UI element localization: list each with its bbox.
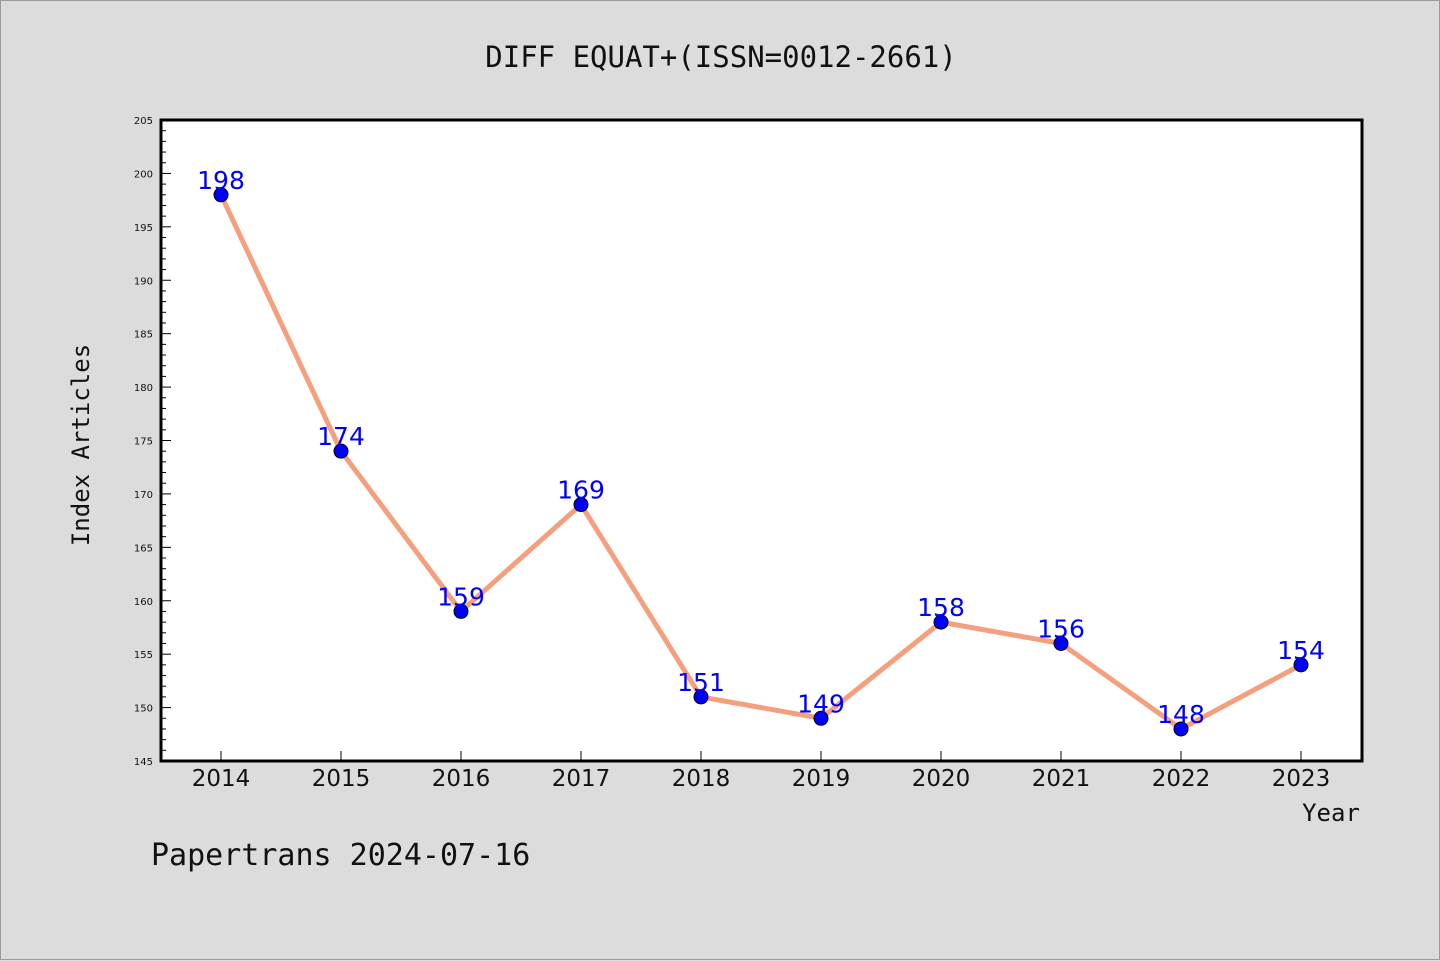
data-label: 174	[317, 422, 365, 451]
data-label: 154	[1277, 636, 1325, 665]
y-axis: 145 150 155 160 165 170 175 180 185 190 195 200 205	[134, 116, 171, 768]
data-point	[453, 603, 469, 619]
chart-title: DIFF EQUAT+(ISSN=0012-2661)	[485, 40, 956, 74]
x-tick-label: 2023	[1272, 766, 1331, 792]
x-tick-label: 2021	[1032, 766, 1091, 792]
y-tick-label: 185	[134, 330, 153, 341]
y-tick-label: 205	[134, 116, 153, 127]
y-tick-label: 195	[134, 223, 153, 234]
x-tick-label: 2016	[432, 766, 491, 792]
x-axis: 2014 2015 2016 2017 2018 2019 2020 2021 2022 2023	[192, 751, 1331, 792]
series-line	[213, 187, 1309, 737]
x-tick-label: 2019	[792, 766, 851, 792]
data-label: 149	[797, 689, 845, 718]
data-label: 151	[677, 668, 725, 697]
data-point	[333, 443, 349, 459]
data-label: 156	[1037, 614, 1085, 643]
data-label: 158	[917, 593, 965, 622]
data-point	[813, 710, 829, 726]
x-tick-label: 2018	[672, 766, 731, 792]
data-point	[1173, 721, 1189, 737]
x-axis-label: Year	[1302, 799, 1360, 827]
data-label: 169	[557, 476, 605, 505]
data-point	[1293, 657, 1309, 673]
data-label: 198	[197, 166, 245, 195]
x-tick-label: 2014	[192, 766, 251, 792]
y-tick-label: 175	[134, 437, 153, 448]
data-point	[693, 689, 709, 705]
data-point	[573, 497, 589, 513]
data-label: 159	[437, 582, 485, 611]
data-point	[213, 187, 229, 203]
x-tick-label: 2020	[912, 766, 971, 792]
x-tick-label: 2017	[552, 766, 611, 792]
y-tick-label: 165	[134, 543, 153, 554]
data-label: 148	[1157, 700, 1205, 729]
plot-area	[159, 118, 1364, 763]
y-tick-label: 180	[134, 383, 153, 394]
x-tick-label: 2022	[1152, 766, 1211, 792]
footer-text: Papertrans 2024-07-16	[151, 838, 530, 873]
series-polyline	[218, 192, 1304, 732]
y-tick-label: 160	[134, 597, 153, 608]
data-point	[933, 614, 949, 630]
y-tick-label: 190	[134, 276, 153, 287]
data-point	[1053, 635, 1069, 651]
y-tick-label: 170	[134, 490, 153, 501]
y-tick-label: 145	[134, 757, 153, 768]
y-tick-label: 150	[134, 704, 153, 715]
y-axis-label: Index Articles	[67, 344, 95, 546]
data-labels: 198 174 159 169 151 149 158 156 148 154	[197, 166, 1325, 729]
y-tick-label: 200	[134, 169, 153, 180]
y-tick-label: 155	[134, 650, 153, 661]
x-tick-label: 2015	[312, 766, 371, 792]
